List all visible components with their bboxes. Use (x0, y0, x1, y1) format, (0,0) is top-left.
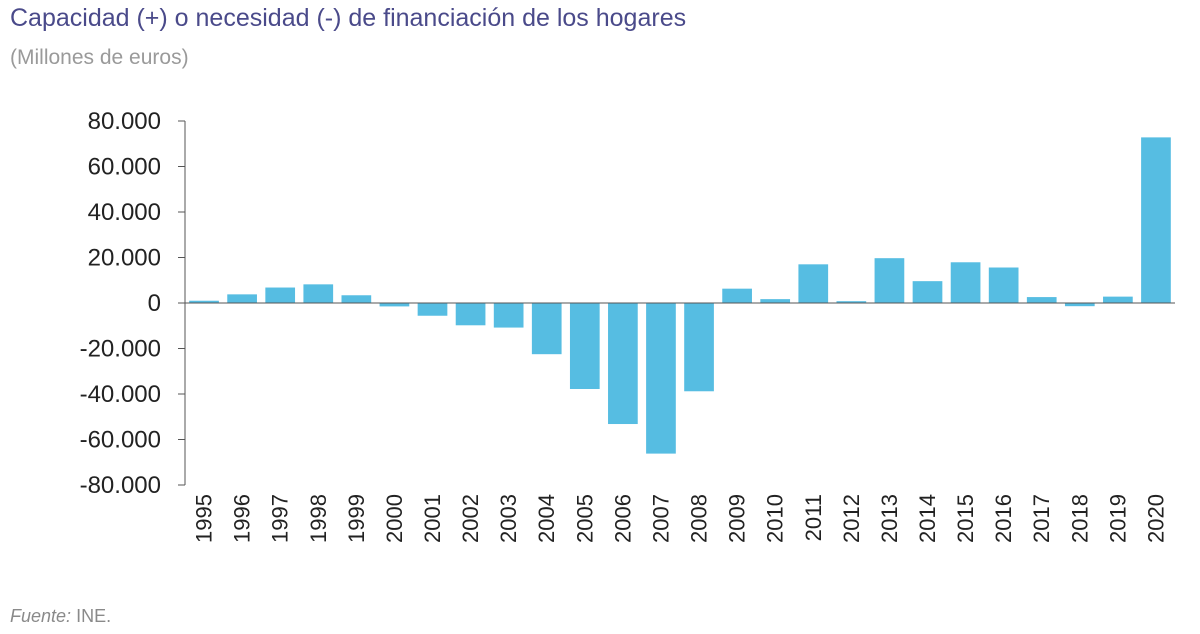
bar (569, 303, 600, 389)
bar (950, 262, 981, 303)
y-tick-label: -80.000 (80, 472, 161, 499)
x-tick-label: 2014 (915, 494, 940, 543)
source-text: INE. (76, 606, 112, 626)
bar (493, 303, 524, 328)
chart-subtitle: (Millones de euros) (10, 46, 189, 69)
bar (1103, 296, 1133, 303)
x-tick-label: 1996 (230, 494, 255, 543)
bar (417, 303, 448, 316)
x-tick-label: 1997 (268, 494, 293, 543)
y-tick-label: -40.000 (80, 381, 161, 408)
x-tick-label: 2009 (725, 494, 750, 543)
y-tick-label: 80.000 (88, 108, 161, 135)
x-axis-labels: 1995 1996 1997 1998 1999 2000 2001 2002 2003 2004… (192, 494, 1169, 543)
y-tick-label: 60.000 (88, 154, 161, 181)
bar (531, 303, 562, 355)
x-tick-label: 2019 (1105, 494, 1130, 543)
y-tick-label: 20.000 (88, 245, 161, 272)
bar (836, 301, 867, 303)
y-tick-label: -20.000 (80, 336, 161, 363)
bar (341, 295, 372, 303)
bar (608, 303, 638, 425)
x-tick-label: 2013 (877, 494, 902, 543)
source-note: Fuente: INE. (10, 606, 111, 627)
bar (455, 303, 486, 326)
x-tick-label: 2000 (382, 494, 407, 543)
bar (227, 294, 257, 303)
bar (646, 303, 676, 454)
y-tick-label: 40.000 (88, 199, 161, 226)
chart-title: Capacidad (+) o necesidad (-) de financi… (10, 4, 687, 32)
x-tick-label: 2016 (991, 494, 1016, 543)
x-tick-label: 2008 (687, 494, 712, 543)
bar (1026, 297, 1057, 303)
bar (379, 303, 410, 307)
bar (722, 288, 752, 303)
bar (912, 281, 943, 303)
x-tick-label: 2002 (458, 494, 483, 543)
x-tick-label: 2018 (1067, 494, 1092, 543)
x-tick-label: 2020 (1143, 494, 1168, 543)
bar (684, 303, 714, 392)
x-tick-label: 2005 (572, 494, 597, 543)
bar (189, 300, 219, 303)
bar (303, 284, 334, 303)
x-tick-label: 1999 (344, 494, 369, 543)
bar (1064, 303, 1095, 307)
bar (1141, 137, 1171, 303)
x-tick-label: 2012 (839, 494, 864, 543)
x-tick-label: 2017 (1029, 494, 1054, 543)
x-tick-label: 2015 (953, 494, 978, 543)
x-tick-label: 2006 (610, 494, 635, 543)
y-tick-label: -60.000 (80, 427, 161, 454)
x-tick-label: 1995 (192, 494, 217, 543)
x-tick-label: 2003 (496, 494, 521, 543)
source-prefix: Fuente: (10, 606, 72, 626)
bar (265, 287, 296, 303)
y-axis: 80.000 60.000 40.000 20.000 0 -20.000 -40.000 -… (80, 108, 186, 499)
y-tick-label: 0 (148, 290, 161, 317)
x-tick-label: 2007 (648, 494, 673, 543)
x-tick-label: 2001 (420, 494, 445, 543)
bar (874, 258, 905, 303)
x-tick-label: 2010 (763, 494, 788, 543)
bar (988, 267, 1019, 303)
x-tick-label: 1998 (306, 494, 331, 543)
bars (185, 137, 1175, 454)
x-tick-label: 2004 (534, 494, 559, 543)
bar (760, 299, 791, 303)
bar (798, 264, 829, 303)
x-tick-label: 2011 (801, 494, 826, 541)
